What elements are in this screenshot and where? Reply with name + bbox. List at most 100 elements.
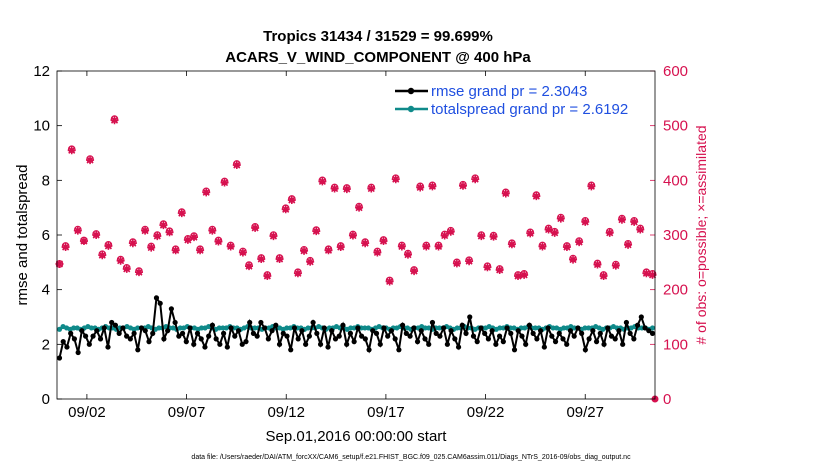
rmse-point	[400, 322, 406, 328]
chart-title-line2: ACARS_V_WIND_COMPONENT @ 400 hPa	[225, 49, 531, 66]
obs-assimilated-point	[275, 255, 284, 264]
obs-assimilated-point	[593, 260, 602, 269]
obs-assimilated-point	[287, 196, 296, 205]
obs-assimilated-point	[214, 237, 223, 246]
rmse-point	[646, 328, 652, 334]
rmse-point	[407, 333, 413, 339]
obs-assimilated-point	[147, 243, 156, 252]
obs-assimilated-point	[86, 156, 95, 165]
rmse-point	[291, 325, 298, 331]
rmse-point	[556, 330, 562, 336]
x-axis-ticks: 09/02 09/07 09/12 09/17 09/22 09/27	[68, 71, 604, 421]
rmse-point	[523, 341, 529, 347]
rmse-point	[176, 333, 182, 339]
obs-assimilated-point	[465, 257, 474, 266]
rmse-point	[433, 330, 439, 336]
rmse-point	[388, 328, 395, 334]
rmse-point	[116, 330, 122, 336]
obs-assimilated-point	[324, 246, 333, 255]
rmse-point	[213, 336, 219, 342]
rmse-point	[601, 341, 607, 347]
obs-assimilated-point	[342, 185, 351, 194]
rmse-point	[470, 333, 477, 339]
rmse-point	[642, 325, 648, 331]
rmse-point	[463, 330, 469, 336]
rmse-point	[165, 328, 171, 334]
totalspread-point	[649, 325, 656, 331]
y-left-tick-label: 10	[33, 118, 50, 135]
y-right-tick-label: 400	[663, 172, 688, 189]
rmse-point	[519, 333, 525, 339]
rmse-point	[444, 341, 450, 347]
x-tick-label: 09/22	[467, 404, 505, 421]
rmse-point	[82, 333, 89, 339]
rmse-point	[232, 333, 238, 339]
obs-assimilated-point	[177, 209, 186, 218]
rmse-point	[250, 330, 257, 336]
obs-assimilated-point	[532, 192, 541, 201]
x-tick-label: 09/27	[566, 404, 604, 421]
rmse-point	[325, 344, 331, 350]
y-right-tick-label: 500	[663, 118, 688, 135]
rmse-point	[441, 325, 447, 331]
obs-assimilated-point	[263, 272, 272, 280]
rmse-point	[142, 328, 148, 334]
obs-assimilated-point	[165, 228, 174, 237]
obs-assimilated-point	[575, 238, 584, 247]
obs-assimilated-point	[514, 272, 523, 280]
plot-frame	[56, 70, 656, 400]
rmse-point	[575, 325, 581, 331]
rmse-point	[467, 314, 473, 320]
rmse-point	[545, 325, 551, 331]
rmse-point	[344, 341, 350, 347]
rmse-point	[366, 347, 372, 353]
y-right-tick-label: 100	[663, 336, 688, 353]
obs-assimilated-point	[544, 225, 553, 234]
obs-assimilated-point	[434, 242, 443, 251]
rmse-point	[392, 336, 398, 342]
rmse-point	[276, 341, 283, 347]
obs-assimilated-point	[483, 263, 492, 272]
obs-assimilated-point	[428, 182, 437, 191]
rmse-point	[217, 341, 223, 347]
obs-assimilated-point	[520, 270, 529, 279]
obs-assimilated-point	[122, 264, 131, 273]
obs-assimilated-point	[630, 217, 639, 226]
rmse-point	[649, 330, 656, 336]
x-tick-label: 09/02	[68, 404, 106, 421]
obs-assimilated-point	[617, 215, 626, 224]
obs-assimilated-point	[599, 272, 608, 280]
rmse-point	[112, 322, 119, 328]
obs-assimilated-point	[361, 239, 370, 248]
rmse-point	[493, 341, 499, 347]
rmse-point	[280, 330, 286, 336]
y-right-axis-label: # of obs: o=possible; ×=assimilated	[693, 125, 709, 344]
obs-assimilated-point	[489, 232, 498, 241]
rmse-point	[191, 341, 197, 347]
rmse-point	[153, 295, 160, 301]
obs-assimilated-point	[98, 251, 107, 260]
rmse-point	[616, 328, 622, 334]
rmse-point	[254, 333, 260, 339]
rmse-point	[288, 347, 294, 353]
rmse-point	[511, 347, 518, 353]
rmse-point	[109, 319, 115, 326]
obs-assimilated-point	[373, 248, 382, 257]
rmse-point	[571, 333, 577, 339]
obs-assimilated-point	[312, 227, 321, 236]
rmse-point	[370, 328, 376, 334]
rmse-point	[228, 325, 234, 331]
rmse-point	[64, 344, 70, 350]
rmse-point	[567, 328, 574, 334]
obs-assimilated-point	[245, 262, 254, 271]
rmse-point	[541, 344, 547, 350]
rmse-point	[243, 339, 249, 345]
obs-assimilated-point	[550, 228, 559, 237]
rmse-point	[303, 341, 309, 347]
rmse-point	[235, 328, 242, 334]
rmse-point	[97, 336, 104, 342]
rmse-point	[560, 336, 566, 342]
obs-assimilated-point	[336, 243, 345, 252]
rmse-point	[101, 325, 107, 331]
rmse-point	[582, 347, 588, 353]
